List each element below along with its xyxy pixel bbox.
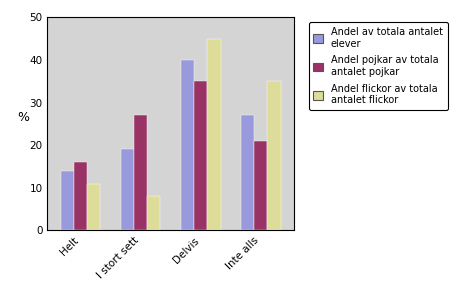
Bar bbox=[254, 141, 267, 230]
Bar bbox=[87, 183, 100, 230]
Bar bbox=[121, 149, 134, 230]
Bar bbox=[267, 81, 281, 230]
Bar bbox=[61, 171, 74, 230]
Bar bbox=[147, 196, 160, 230]
Y-axis label: %: % bbox=[17, 111, 29, 124]
Bar bbox=[181, 60, 194, 230]
Bar bbox=[207, 39, 220, 230]
Bar bbox=[74, 162, 87, 230]
Bar bbox=[241, 115, 254, 230]
Bar bbox=[194, 81, 207, 230]
Legend: Andel av totala antalet
elever, Andel pojkar av totala
antalet pojkar, Andel fli: Andel av totala antalet elever, Andel po… bbox=[309, 22, 448, 110]
Bar bbox=[134, 115, 147, 230]
